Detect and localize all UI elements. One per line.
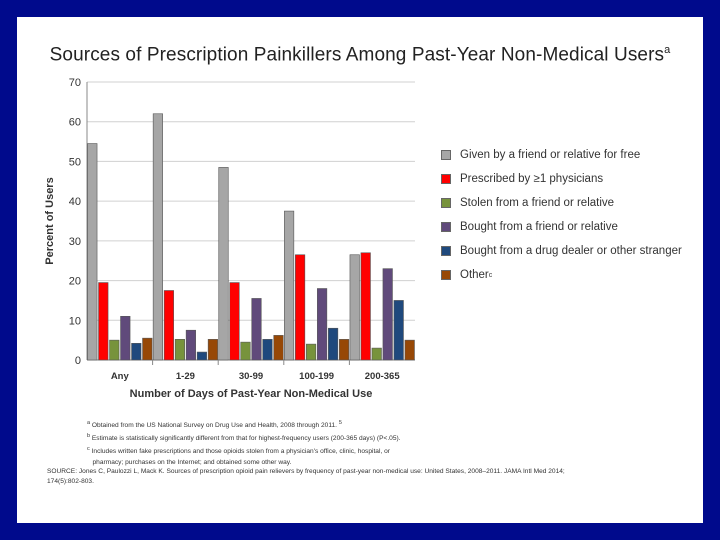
legend: Given by a friend or relative for free Pr… bbox=[441, 143, 701, 287]
legend-swatch bbox=[441, 150, 451, 160]
bar bbox=[339, 339, 350, 361]
bar bbox=[240, 341, 251, 361]
bar bbox=[262, 339, 273, 361]
bar bbox=[306, 343, 317, 361]
bar bbox=[163, 290, 174, 361]
legend-swatch bbox=[441, 246, 451, 256]
legend-footnote-marker: c bbox=[488, 271, 493, 279]
footnote-c-continued: pharmacy; purchases on the Internet; and… bbox=[92, 458, 292, 466]
bar bbox=[393, 300, 404, 361]
bar bbox=[174, 339, 185, 361]
slide: Sources of Prescription Painkillers Amon… bbox=[17, 17, 703, 523]
y-tick-label: 70 bbox=[69, 77, 81, 89]
legend-item: Stolen from a friend or relative bbox=[441, 191, 701, 215]
legend-item: Bought from a drug dealer or other stran… bbox=[441, 239, 701, 263]
source-citation: SOURCE: Jones C, Paulozzi L, Mack K. Sou… bbox=[47, 468, 565, 485]
bar bbox=[218, 167, 229, 361]
legend-label: Other bbox=[460, 269, 489, 281]
legend-swatch bbox=[441, 198, 451, 208]
legend-label: Given by a friend or relative for free bbox=[460, 149, 641, 161]
bar bbox=[142, 337, 153, 361]
x-tick-label: Any bbox=[111, 371, 130, 382]
bar bbox=[185, 329, 196, 361]
bar bbox=[251, 298, 262, 361]
bar bbox=[328, 327, 339, 361]
legend-swatch bbox=[441, 174, 451, 184]
footnote-c: c Includes written fake prescriptions an… bbox=[87, 446, 390, 456]
bar bbox=[371, 347, 382, 361]
bar bbox=[229, 282, 240, 361]
bar bbox=[349, 254, 360, 361]
legend-item: Other c bbox=[441, 263, 701, 287]
bar bbox=[152, 113, 163, 361]
title-footnote-marker: a bbox=[664, 44, 671, 56]
y-tick-label: 40 bbox=[69, 196, 81, 208]
legend-label: Bought from a drug dealer or other stran… bbox=[460, 245, 682, 257]
chart-title: Sources of Prescription Painkillers Amon… bbox=[49, 44, 671, 66]
footnote-a: a Obtained from the US National Survey o… bbox=[87, 420, 342, 430]
x-axis-title: Number of Days of Past-Year Non-Medical … bbox=[130, 388, 373, 400]
bar bbox=[273, 335, 284, 361]
legend-item: Prescribed by ≥1 physicians bbox=[441, 167, 701, 191]
bar bbox=[382, 268, 393, 361]
bar bbox=[131, 343, 142, 361]
legend-item: Bought from a friend or relative bbox=[441, 215, 701, 239]
bar bbox=[120, 316, 131, 361]
x-tick-label: 200-365 bbox=[365, 371, 401, 382]
y-tick-label: 50 bbox=[69, 156, 81, 168]
bar bbox=[360, 252, 371, 361]
x-tick-label: 30-99 bbox=[239, 371, 263, 382]
y-axis-title: Percent of Users bbox=[44, 177, 56, 264]
legend-swatch bbox=[441, 222, 451, 232]
legend-swatch bbox=[441, 270, 451, 280]
y-tick-label: 60 bbox=[69, 117, 81, 129]
bar bbox=[196, 351, 207, 361]
legend-item: Given by a friend or relative for free bbox=[441, 143, 701, 167]
footnote-b: b Estimate is statistically significantl… bbox=[87, 433, 401, 443]
bar bbox=[404, 339, 415, 361]
y-tick-label: 10 bbox=[69, 315, 81, 327]
bar bbox=[317, 288, 328, 361]
x-tick-label: 100-199 bbox=[299, 371, 334, 382]
bar bbox=[87, 143, 98, 361]
legend-label: Prescribed by ≥1 physicians bbox=[460, 173, 604, 185]
legend-label: Bought from a friend or relative bbox=[460, 221, 618, 233]
bar-chart: 0 10 20 30 40 50 60 70 Any 1-29 30-99 100-199 200-36… bbox=[44, 77, 415, 400]
bar bbox=[98, 282, 109, 361]
bar bbox=[284, 210, 295, 361]
bar bbox=[295, 254, 306, 361]
footnotes: a Obtained from the US National Survey o… bbox=[87, 418, 647, 468]
y-tick-label: 30 bbox=[69, 236, 81, 248]
y-tick-label: 0 bbox=[75, 355, 81, 367]
x-tick-label: 1-29 bbox=[176, 371, 195, 382]
bar bbox=[207, 339, 218, 361]
y-tick-label: 20 bbox=[69, 276, 81, 288]
bar bbox=[109, 339, 120, 361]
legend-label: Stolen from a friend or relative bbox=[460, 197, 615, 209]
